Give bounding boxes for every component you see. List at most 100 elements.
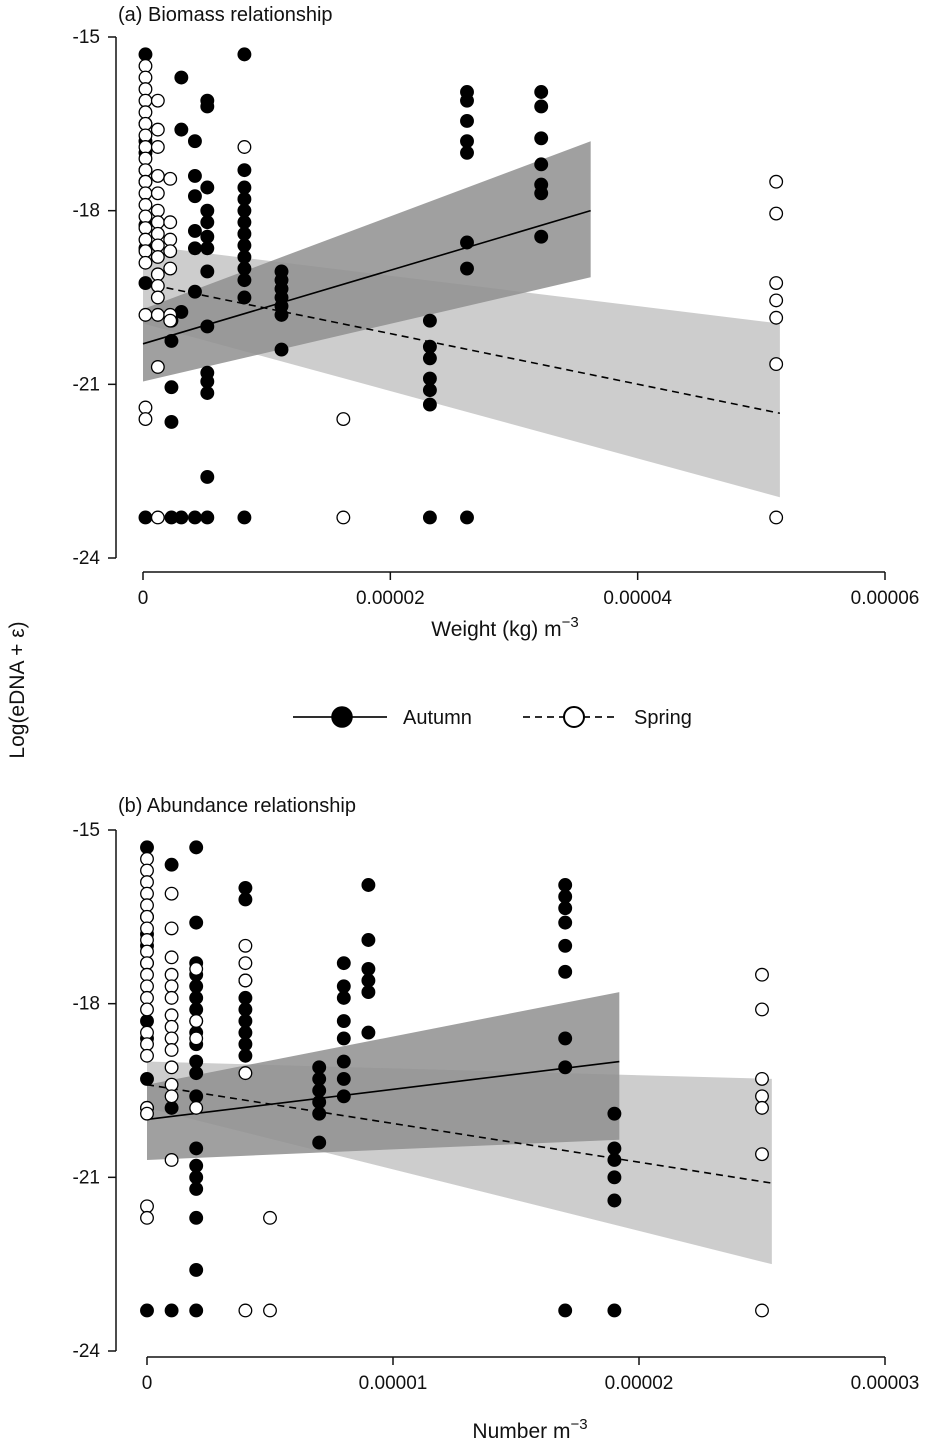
panel-a-point-spring-38 [163,215,178,230]
panel-b-point-spring-41 [238,973,253,988]
panel-a-point-autumn-68 [460,93,474,108]
panel-a-point-autumn-13 [164,415,179,429]
panel-a-point-autumn-8 [138,276,153,290]
panel-a-point-spring-30 [150,250,165,264]
panel-a-point-spring-23 [150,140,165,154]
panel-a-x-tick-label-3: 0.00006 [851,588,920,609]
panel-b-point-autumn-47 [312,1135,327,1150]
legend-spring-marker [563,706,585,728]
panel-b-point-spring-11 [140,979,154,994]
panel-a-point-autumn-71 [460,145,474,160]
panel-b-point-autumn-55 [336,1089,351,1104]
panel-a-point-autumn-0 [138,47,153,62]
panel-a-x-tick-label-1: 0.00002 [356,588,425,609]
panel-b-point-spring-33 [164,1089,179,1104]
panel-b-point-autumn-54 [336,1071,351,1086]
shared-y-axis-label: Log(eDNA + ε) [6,621,29,758]
panel-a-point-autumn-62 [422,351,437,366]
panel-b-point-spring-39 [238,938,253,953]
panel-b-point-autumn-71 [607,1106,622,1121]
panel-b-point-spring-37 [189,1031,204,1046]
panel-a-point-spring-0 [138,58,153,73]
panel-a-point-spring-48 [769,206,784,221]
panel-a-point-autumn-78 [534,157,549,172]
panel-a-point-spring-41 [163,261,178,276]
panel-b-point-autumn-40 [238,1037,253,1052]
panel-b-point-autumn-45 [312,1095,327,1110]
panel-b-point-autumn-50 [336,990,351,1005]
panel-a-point-autumn-38 [200,470,215,484]
panel-a-point-autumn-81 [534,229,549,244]
panel-a-axes: -15 -18 -21 -24 0 0.00002 0.00004 0.00006 [73,27,920,609]
panel-b-points [140,840,769,1318]
panel-a-point-spring-35 [150,360,165,374]
panel-a-point-autumn-59 [274,342,289,357]
panel-a-point-spring-44 [237,140,252,154]
panel-b-point-autumn-57 [361,933,376,947]
panel-b-point-autumn-0 [140,840,154,855]
panel-b-point-spring-36 [189,1014,204,1028]
panel-b-point-autumn-12 [164,1303,179,1318]
panel-a-point-autumn-61 [422,339,437,354]
panel-b-y-tick-label-0: -15 [73,820,100,841]
panel-b-point-autumn-28 [189,1170,204,1185]
panel-a-point-autumn-50 [237,273,252,288]
panel-b-point-autumn-64 [558,901,573,916]
panel-b-point-spring-4 [140,898,154,913]
panel-b-point-autumn-30 [189,1210,204,1225]
panel-a-point-spring-31 [150,267,165,282]
panel-b-point-spring-35 [189,961,204,976]
panel-a-y-tick-label-3: -24 [73,548,101,569]
panel-a-point-autumn-15 [174,70,189,85]
panel-a-point-autumn-28 [200,180,215,195]
panel-a-point-autumn-80 [534,186,549,201]
panel-a-point-autumn-30 [200,215,215,230]
panel-b-y-tick-label-1: -18 [73,994,100,1015]
panel-a-point-spring-40 [163,244,178,259]
panel-b-point-autumn-37 [238,1002,253,1017]
panel-b-point-autumn-27 [189,1158,204,1173]
panel-a-point-autumn-76 [534,99,549,114]
panel-a-point-spring-21 [150,93,165,108]
panel-a-point-spring-49 [769,276,784,290]
panel-a-point-spring-4 [138,105,153,120]
panel-a-point-spring-16 [138,244,153,259]
panel-a-point-autumn-16 [174,122,189,137]
panel-b-axes: -15 -18 -21 -24 0 0.00001 0.00002 0.00003 [73,820,920,1394]
panel-b-point-autumn-51 [336,1014,351,1028]
panel-b-point-spring-24 [164,967,179,982]
panel-b-point-autumn-9 [140,1303,154,1318]
panel-abundance: (b) Abundance relationship -15 -18 -21 -24 0… [73,795,920,1443]
panel-b-point-spring-8 [140,944,154,959]
panel-b-point-spring-50 [755,1100,769,1115]
panel-a-point-autumn-24 [187,284,202,299]
panel-a-point-autumn-66 [422,510,437,525]
panel-b-fit-line-spring [146,1083,772,1184]
panel-b-point-autumn-25 [189,1089,204,1104]
panel-b-point-spring-27 [164,1008,179,1023]
panel-b-point-autumn-7 [140,1071,154,1086]
panel-b-point-spring-49 [755,1089,769,1104]
panel-b-point-spring-43 [238,1303,253,1318]
panel-a-point-autumn-72 [460,235,474,250]
panel-b-point-autumn-32 [189,1303,204,1318]
panel-b-point-autumn-65 [558,915,573,930]
panel-a-point-autumn-18 [174,510,189,525]
panel-a-point-autumn-48 [237,250,252,264]
panel-a-title: (a) Biomass relationship [118,4,333,26]
panel-a-point-autumn-37 [200,386,215,400]
panel-a-point-spring-51 [769,310,784,325]
panel-b-point-spring-46 [755,967,769,982]
panel-a-point-spring-22 [150,122,165,137]
panel-b-point-autumn-66 [558,938,573,953]
panel-b-point-autumn-74 [607,1170,622,1185]
panel-b-point-spring-20 [140,1210,154,1225]
panel-a-point-spring-32 [150,278,165,293]
panel-b-point-spring-18 [140,1106,154,1121]
panel-b-point-autumn-34 [238,892,253,907]
panel-b-point-autumn-19 [189,1002,204,1017]
panel-a-point-spring-36 [150,510,165,525]
panel-a-point-autumn-60 [422,313,437,328]
panel-b-point-spring-23 [164,950,179,965]
panel-a-point-autumn-44 [237,203,252,218]
